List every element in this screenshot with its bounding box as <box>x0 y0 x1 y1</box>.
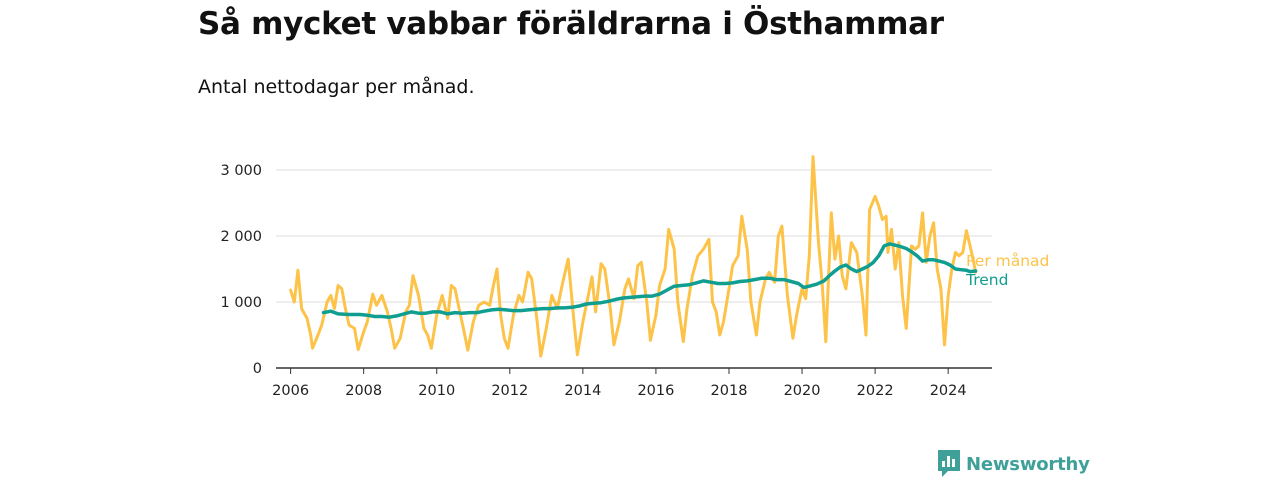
series-line-trend <box>321 242 978 319</box>
x-tick-label-9: 2024 <box>930 383 967 399</box>
x-tick-label-1: 2008 <box>345 383 382 399</box>
series-line-per-manad <box>289 155 978 358</box>
chart-title: Så mycket vabbar föräldrarna i Östhammar <box>198 6 944 42</box>
x-tick-label-7: 2020 <box>784 383 821 399</box>
y-tick-label-1: 1 000 <box>220 295 262 311</box>
x-tick-label-0: 2006 <box>272 383 309 399</box>
newsworthy-logo-icon <box>938 450 960 477</box>
chart-subtitle: Antal nettodagar per månad. <box>198 76 475 98</box>
series-label-per-manad: Per månad <box>966 252 1049 270</box>
brand-logo: Newsworthy <box>938 450 1090 478</box>
y-tick-label-2: 2 000 <box>220 229 262 245</box>
x-tick-label-2: 2010 <box>418 383 455 399</box>
x-tick-label-6: 2018 <box>711 383 748 399</box>
brand-name: Newsworthy <box>966 453 1090 475</box>
x-tick-label-5: 2016 <box>637 383 674 399</box>
series-label-trend: Trend <box>965 271 1008 289</box>
x-tick-label-4: 2014 <box>564 383 601 399</box>
y-tick-label-0: 0 <box>253 361 262 377</box>
y-tick-label-3: 3 000 <box>220 163 262 179</box>
x-tick-label-3: 2012 <box>491 383 528 399</box>
x-tick-label-8: 2022 <box>857 383 894 399</box>
